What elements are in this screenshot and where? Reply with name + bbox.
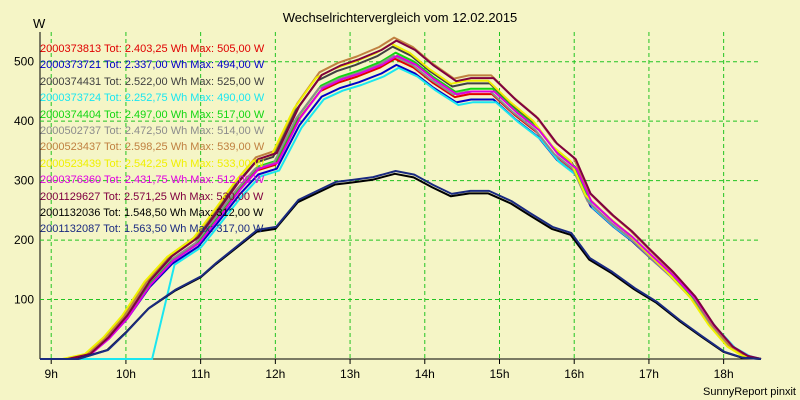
legend-entry: 2000374431 Tot: 2.522,00 Wh Max: 525,00 …: [40, 75, 265, 88]
y-tick-label: 400: [14, 114, 34, 128]
legend-entry: 2001129627 Tot: 2.571,25 Wh Max: 530,00 …: [40, 190, 264, 203]
legend: 2000373813 Tot: 2.403,25 Wh Max: 505,00 …: [40, 41, 264, 238]
legend-entry: 2000373813 Tot: 2.403,25 Wh Max: 505,00 …: [40, 43, 265, 55]
footer-credit: SunnyReport pinxit: [703, 386, 796, 398]
legend-entry: 2001132087 Tot: 1.563,50 Wh Max: 317,00 …: [40, 223, 264, 236]
legend-entry: 2001132036 Tot: 1.548,50 Wh Max: 312,00 …: [40, 207, 264, 220]
series-line: [40, 54, 762, 360]
legend-entry: 2000373721 Tot: 2.337,00 Wh Max: 494,00 …: [40, 59, 265, 72]
x-tick-label: 11h: [191, 367, 210, 381]
y-tick-label: 300: [14, 174, 34, 188]
x-tick-label: 15h: [489, 367, 509, 381]
x-tick-label: 16h: [564, 367, 584, 381]
legend-entry: 2000523437 Tot: 2.598,25 Wh Max: 539,00 …: [40, 141, 265, 154]
y-axis-unit: W: [33, 16, 46, 31]
legend-entry: 2000376360 Tot: 2.431,75 Wh Max: 512,00 …: [40, 174, 265, 187]
x-tick-label: 13h: [340, 367, 360, 381]
y-tick-label: 100: [14, 293, 34, 307]
x-tick-label: 17h: [639, 367, 659, 381]
legend-entry: 2000373724 Tot: 2.252,75 Wh Max: 490,00 …: [40, 92, 265, 105]
legend-entry: 2000374404 Tot: 2.497,00 Wh Max: 517,00 …: [40, 108, 265, 121]
series-line: [40, 42, 762, 360]
x-tick-label: 9h: [45, 367, 58, 381]
series-line: [40, 39, 762, 360]
series-line: [40, 170, 762, 360]
y-tick-label: 500: [14, 55, 34, 69]
y-tick-label: 200: [14, 233, 34, 247]
x-tick-label: 12h: [265, 367, 285, 381]
x-tick-label: 18h: [714, 367, 734, 381]
chart-title: Wechselrichtervergleich vom 12.02.2015: [282, 10, 518, 25]
legend-entry: 2000523439 Tot: 2.542,25 Wh Max: 533,00 …: [40, 157, 265, 170]
series-line: [40, 54, 762, 360]
legend-entry: 2000502737 Tot: 2.472,50 Wh Max: 514,00 …: [40, 125, 265, 138]
x-tick-label: 14h: [415, 367, 435, 381]
x-tick-label: 10h: [116, 367, 136, 381]
